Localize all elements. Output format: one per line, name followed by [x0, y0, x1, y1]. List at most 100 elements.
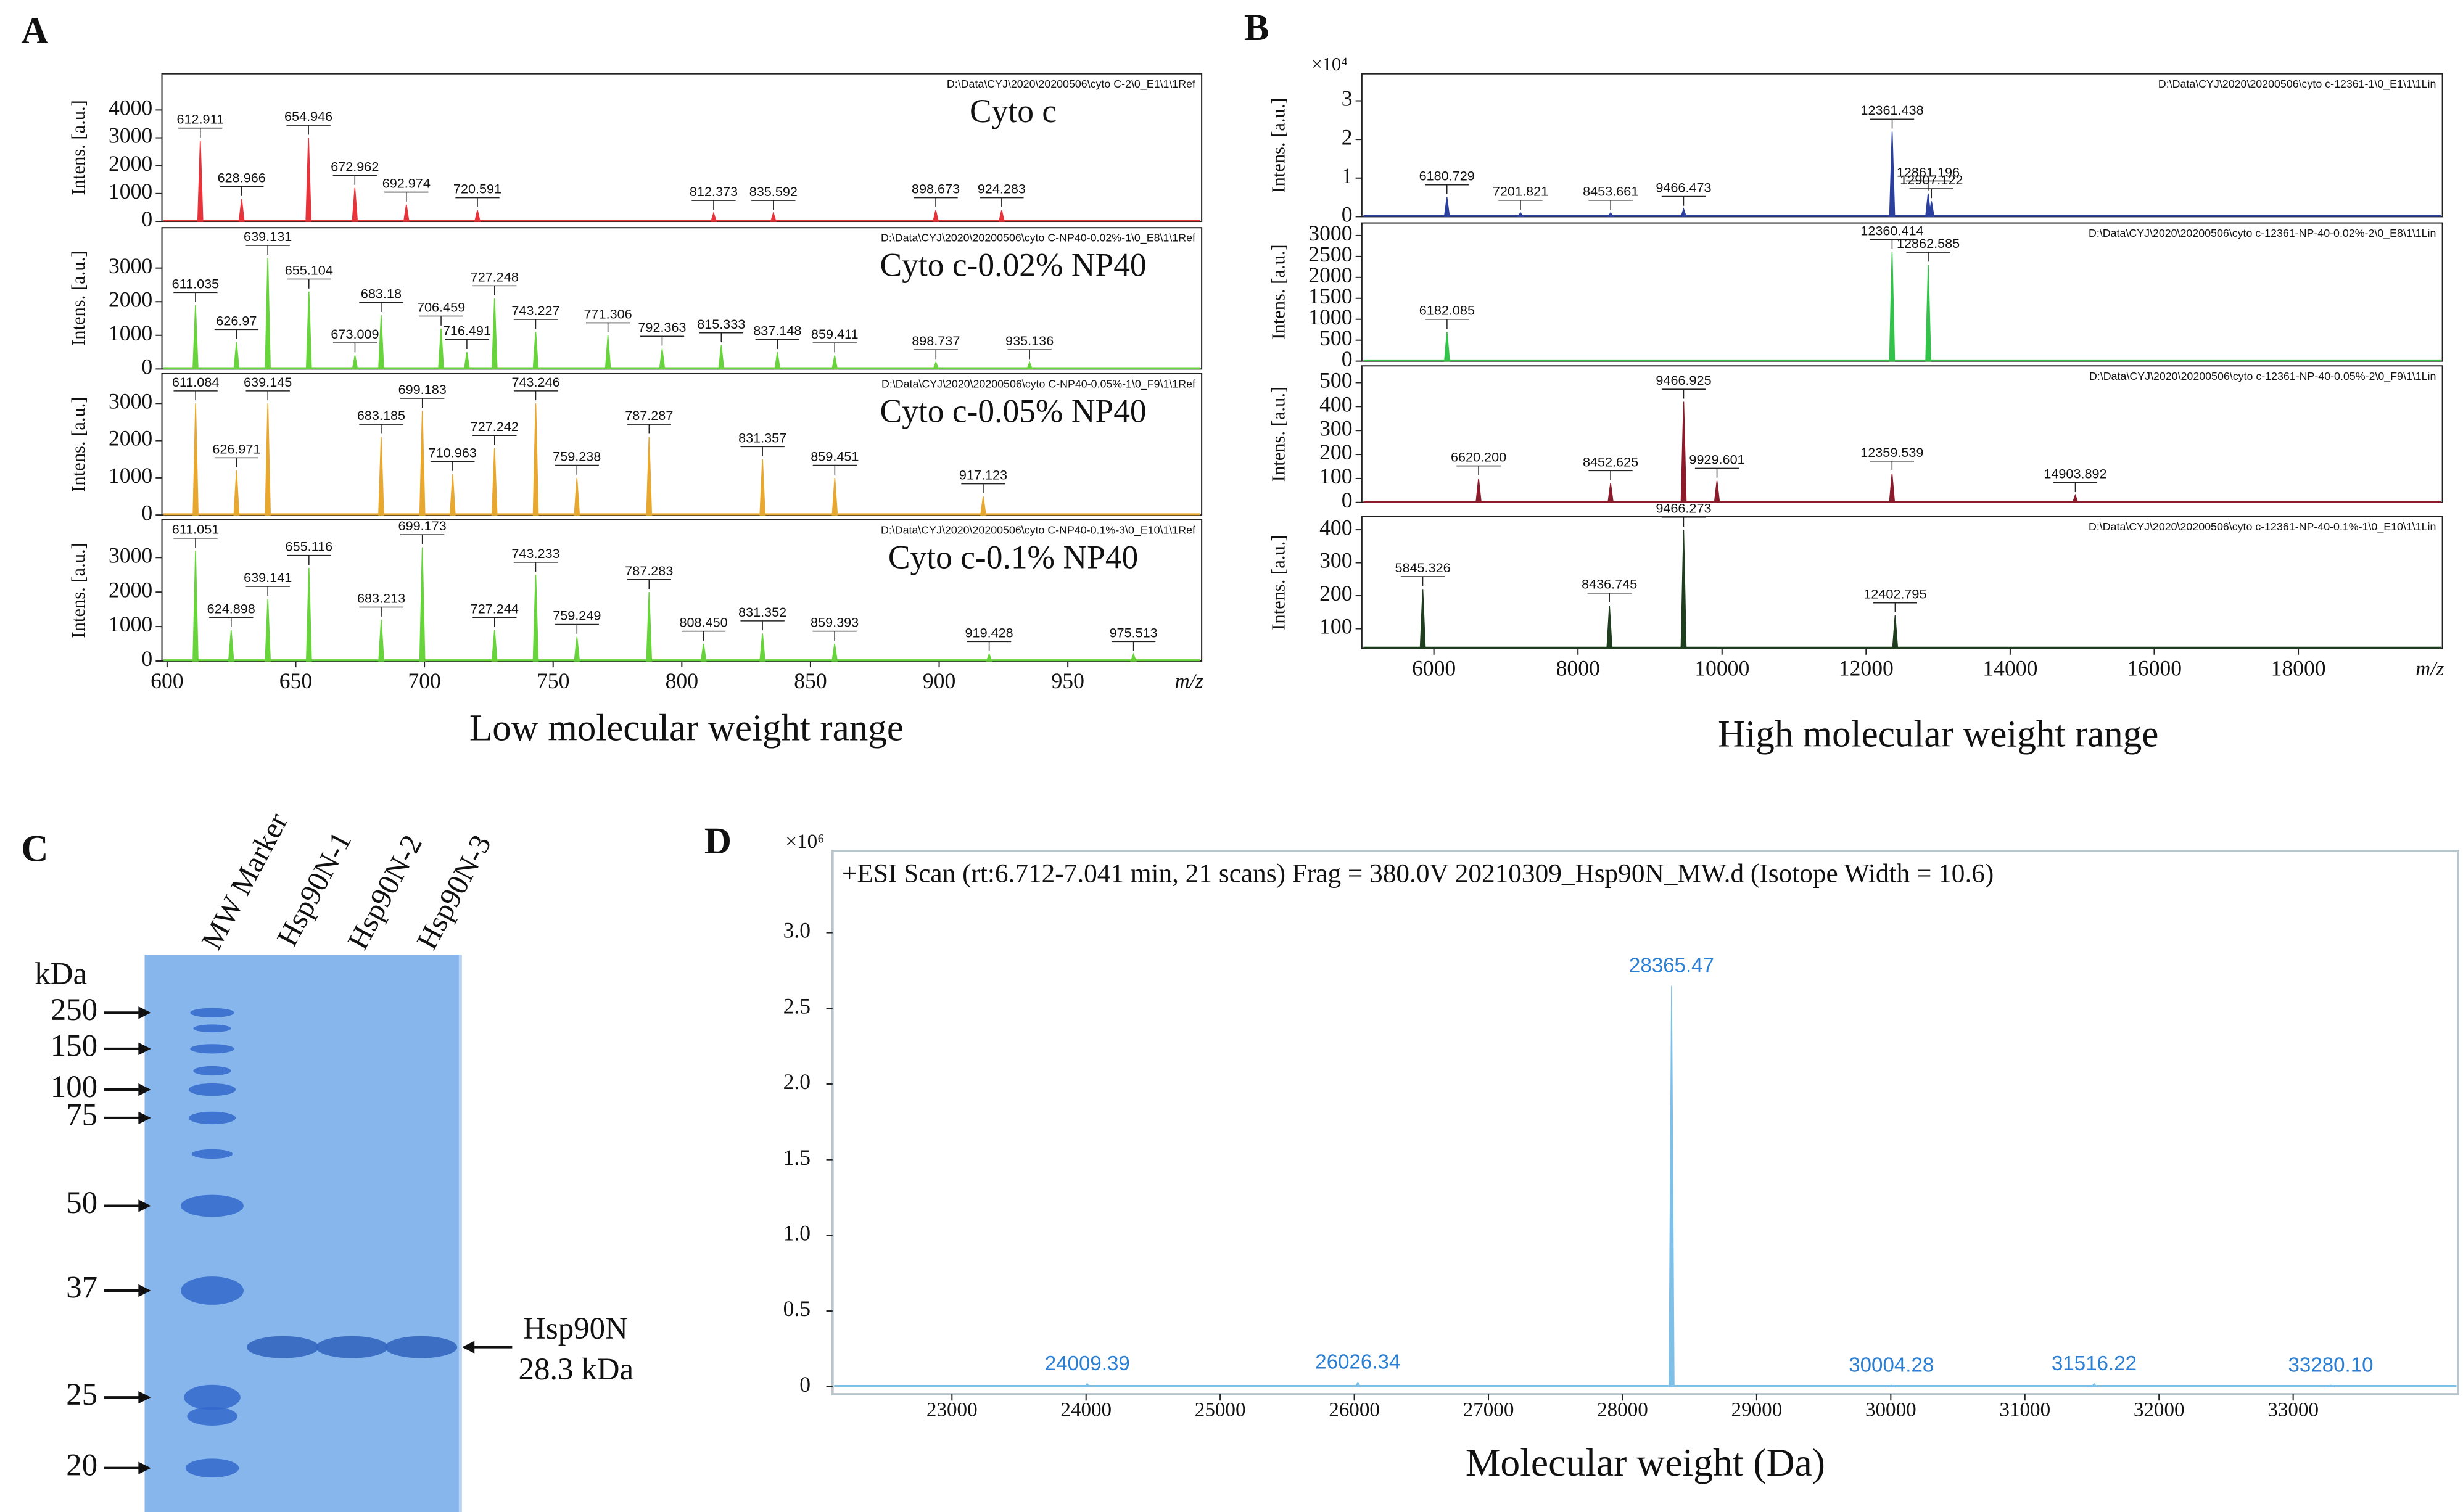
sample-title: Cyto c: [970, 92, 1057, 129]
x-axis-label: m/z: [2416, 658, 2444, 680]
plot-frame: [1361, 516, 2443, 649]
peak-label: 924.283: [978, 181, 1026, 197]
peak-label: 917.123: [959, 467, 1007, 483]
peak: [659, 348, 666, 370]
peak: [233, 342, 240, 370]
peak-label: 710.963: [429, 445, 477, 460]
y-axis-label: Intens. [a.u.]: [68, 543, 89, 638]
protein-band: [316, 1336, 389, 1358]
peak-label: 639.141: [244, 570, 292, 585]
y-axis-label: Intens. [a.u.]: [1268, 244, 1289, 339]
peak-label: 28365.47: [1629, 955, 1714, 977]
y-tick-label: 1000: [109, 179, 152, 203]
peak: [238, 199, 245, 222]
x-tick-label: 800: [666, 668, 698, 693]
file-path: D:\Data\CYJ\2020\20200506\cyto c-12361-N…: [2089, 227, 2436, 240]
panel-letter: C: [21, 829, 48, 870]
marker-label: 50: [66, 1186, 97, 1220]
peak-label: 31516.22: [2052, 1352, 2137, 1375]
x-tick-label: 950: [1051, 668, 1084, 693]
caption: High molecular weight range: [1718, 714, 2158, 755]
peak-label: 626.97: [216, 313, 257, 328]
y-tick-label: 0: [1342, 202, 1353, 227]
peak-label: 12360.414: [1860, 223, 1923, 239]
peak: [831, 643, 838, 662]
peak-label: 12359.539: [1860, 445, 1923, 460]
marker-label: 100: [51, 1070, 97, 1104]
peak: [831, 355, 838, 370]
x-tick-label: 24000: [1060, 1399, 1112, 1421]
x-tick-label: 33000: [2267, 1399, 2319, 1421]
y-tick-label: 200: [1319, 581, 1352, 606]
y-tick-label: 3: [1342, 86, 1353, 111]
arrow-head: [461, 1341, 475, 1354]
y-tick-label: 0.5: [783, 1296, 811, 1321]
peak-label: 898.737: [912, 333, 960, 348]
peak: [710, 211, 717, 222]
peak-label: 12861.196: [1897, 164, 1960, 179]
caption: Low molecular weight range: [469, 708, 904, 749]
peak-label: 759.249: [553, 607, 601, 623]
peak-label: 759.238: [553, 448, 601, 464]
peak-label: 655.116: [286, 539, 333, 554]
x-tick-label: 650: [279, 668, 312, 693]
y-tick-label: 2000: [109, 287, 152, 311]
peak: [378, 619, 384, 662]
x-tick-label: 27000: [1463, 1399, 1514, 1421]
peak: [403, 204, 410, 222]
peak-label: 919.428: [965, 625, 1013, 640]
peak-label: 9466.925: [1656, 372, 1711, 388]
peak: [305, 568, 312, 662]
peak-label: 787.287: [625, 408, 673, 423]
peak-label: 898.673: [912, 181, 960, 197]
y-tick-label: 3000: [109, 388, 152, 413]
peak-label: 935.136: [1005, 333, 1054, 348]
peak: [1925, 265, 1931, 362]
x-tick-label: 29000: [1731, 1399, 1783, 1421]
y-tick-label: 1500: [1308, 284, 1352, 308]
peak: [2072, 493, 2079, 503]
y-tick-label: 1000: [109, 612, 152, 636]
peak: [192, 403, 199, 516]
marker-label: 150: [51, 1029, 97, 1064]
peak: [419, 547, 426, 662]
peak: [1517, 212, 1524, 218]
peak-label: 5845.326: [1395, 560, 1450, 575]
protein-band: [247, 1336, 320, 1358]
peak-label: 33280.10: [2288, 1354, 2374, 1377]
y-tick-label: 2000: [1308, 263, 1352, 287]
peak: [463, 351, 470, 370]
peak: [1130, 652, 1137, 662]
peak: [574, 477, 580, 516]
peak-label: 8453.661: [1583, 184, 1638, 199]
peak: [1887, 1384, 1896, 1387]
peak-label: 6182.085: [1419, 303, 1475, 318]
peak-label: 626.971: [212, 441, 260, 456]
ladder-band: [190, 1044, 234, 1054]
ladder-band: [181, 1276, 244, 1305]
peak-label: 30004.28: [1849, 1354, 1934, 1377]
peak-label: 7201.821: [1493, 184, 1548, 199]
peak-label: 628.966: [218, 170, 266, 186]
peak: [1026, 361, 1033, 370]
peak-label: 639.145: [244, 374, 292, 390]
peak-label: 12862.585: [1897, 236, 1960, 251]
peak: [759, 459, 766, 516]
peak-label: 14903.892: [2044, 466, 2106, 482]
peak-label: 692.974: [382, 176, 431, 191]
y-tick-label: 1: [1342, 163, 1353, 188]
ladder-band: [181, 1194, 244, 1217]
peak-label: 743.227: [511, 303, 559, 318]
arrow-head: [138, 1111, 151, 1125]
file-path: D:\Data\CYJ\2020\20200506\cyto C-NP40-0.…: [881, 232, 1195, 245]
arrow-head: [138, 1391, 151, 1404]
peak: [419, 411, 426, 516]
y-axis-label: Intens. [a.u.]: [1268, 97, 1289, 192]
y-axis-label: Intens. [a.u.]: [1268, 535, 1289, 630]
x-tick-label: 18000: [2271, 655, 2326, 680]
x-tick-label: 700: [408, 668, 440, 693]
peak: [233, 470, 240, 516]
ladder-band: [187, 1407, 237, 1426]
peak: [1669, 985, 1675, 1387]
plot-frame: [1361, 365, 2443, 503]
